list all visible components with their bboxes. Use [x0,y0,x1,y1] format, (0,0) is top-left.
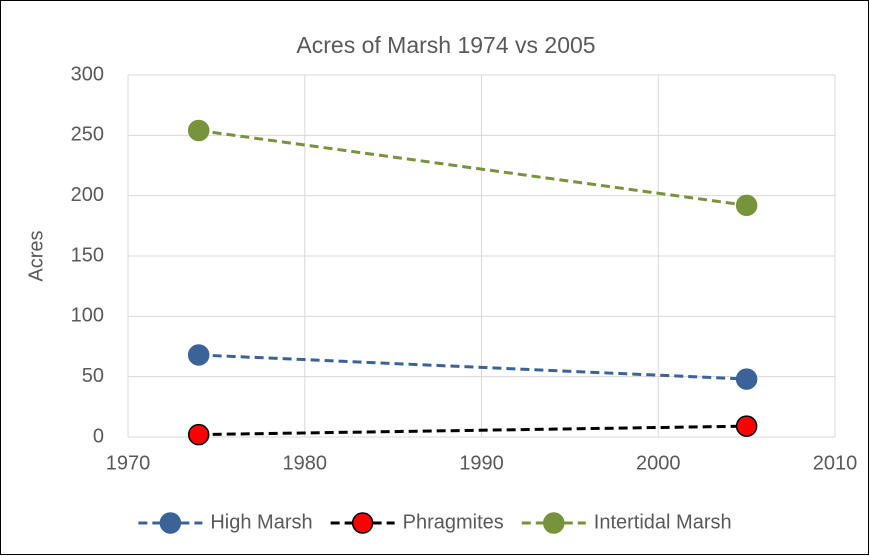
y-tick-label: 250 [71,124,104,146]
chart-title: Acres of Marsh 1974 vs 2005 [296,32,595,58]
y-tick-label: 100 [71,305,104,327]
series-line [198,424,747,437]
data-point [187,423,210,446]
legend-marker [543,512,565,534]
x-tick-label: 2010 [813,452,858,474]
y-tick-label: 300 [71,63,104,85]
data-point [735,368,758,390]
y-tick-label: 150 [71,244,104,266]
legend-label: Phragmites [403,511,504,533]
data-point [187,344,210,366]
y-tick-label: 50 [82,365,104,387]
series-line [198,353,747,381]
x-tick-label: 2000 [636,452,681,474]
x-tick-label: 1970 [106,452,151,474]
x-tick-label: 1980 [283,452,328,474]
y-tick-label: 0 [93,425,104,447]
legend-label: Intertidal Marsh [594,511,732,533]
legend-marker [159,512,182,534]
data-point [735,194,758,217]
y-axis-label: Acres [25,230,47,281]
data-point [735,415,758,437]
y-tick-label: 200 [71,184,104,206]
legend-marker [351,512,374,534]
x-tick-label: 1990 [459,452,504,474]
series-line [198,129,747,207]
data-point [187,119,210,142]
legend-label: High Marsh [210,511,312,533]
